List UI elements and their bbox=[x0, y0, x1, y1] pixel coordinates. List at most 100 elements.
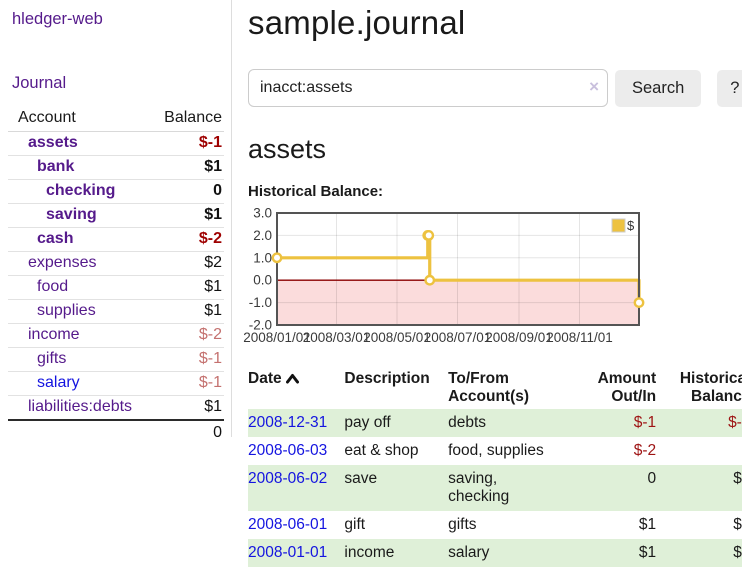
accounts-header-account: Account bbox=[8, 107, 147, 132]
account-balance: $1 bbox=[147, 275, 224, 300]
transactions-header-row: Date Description To/From Account(s) Amou… bbox=[248, 367, 742, 409]
column-header-description: Description bbox=[344, 370, 430, 387]
account-row-food: food $1 bbox=[8, 275, 224, 300]
transaction-accounts: salary bbox=[448, 544, 490, 561]
column-header-date[interactable]: Date bbox=[248, 367, 344, 409]
search-input[interactable] bbox=[248, 69, 608, 107]
svg-text:3.0: 3.0 bbox=[253, 206, 272, 221]
transaction-date-link[interactable]: 2008-06-03 bbox=[248, 442, 328, 459]
svg-text:0.0: 0.0 bbox=[253, 273, 272, 288]
svg-text:-1.0: -1.0 bbox=[249, 295, 272, 310]
chart-background bbox=[277, 213, 639, 325]
account-link-food[interactable]: food bbox=[37, 278, 69, 295]
account-link-expenses[interactable]: expenses bbox=[28, 254, 97, 271]
accounts-table: Account Balance assets $-1 bank $1 check… bbox=[8, 107, 224, 445]
transaction-description: save bbox=[344, 470, 378, 487]
transaction-row: 2008-06-02 save saving, checking 0 $2 bbox=[248, 465, 742, 511]
chart-frame bbox=[276, 212, 640, 326]
account-link-saving[interactable]: saving bbox=[46, 206, 97, 223]
account-balance: 0 bbox=[147, 179, 224, 204]
date-header-label: Date bbox=[248, 370, 282, 387]
main-content: sample.journal × Search ? assets Histori… bbox=[232, 0, 742, 582]
transaction-row: 2008-12-31 pay off debts $-1 $-1 bbox=[248, 409, 742, 437]
account-balance: $1 bbox=[147, 155, 224, 180]
svg-text:2008/09/01: 2008/09/01 bbox=[485, 330, 553, 345]
account-balance: $-1 bbox=[147, 131, 224, 156]
transaction-balance: $-1 bbox=[728, 414, 742, 431]
transaction-description: income bbox=[344, 544, 395, 561]
account-row-gifts: gifts $-1 bbox=[8, 347, 224, 372]
column-header-balance: Historical Balance bbox=[679, 370, 742, 405]
transaction-balance: $2 bbox=[733, 470, 742, 487]
account-link-salary[interactable]: salary bbox=[37, 374, 80, 391]
sort-ascending-icon bbox=[285, 371, 299, 388]
sidebar: hledger-web Journal Account Balance asse… bbox=[0, 0, 232, 582]
transaction-accounts: debts bbox=[448, 414, 486, 431]
transaction-accounts: saving, checking bbox=[448, 470, 510, 505]
account-balance: $1 bbox=[147, 203, 224, 228]
account-balance: $2 bbox=[147, 251, 224, 276]
account-link-liabilities-debts[interactable]: liabilities:debts bbox=[28, 398, 133, 415]
svg-text:2008/03/01: 2008/03/01 bbox=[303, 330, 371, 345]
transaction-row: 2008-06-03 eat & shop food, supplies $-2… bbox=[248, 437, 742, 465]
accounts-total-row: 0 bbox=[8, 419, 224, 445]
svg-text:2008/07/01: 2008/07/01 bbox=[424, 330, 492, 345]
account-link-checking[interactable]: checking bbox=[46, 182, 116, 199]
help-button[interactable]: ? bbox=[717, 69, 742, 107]
sidebar-item-journal[interactable]: Journal bbox=[12, 74, 67, 92]
account-heading: assets bbox=[248, 134, 327, 164]
transaction-accounts: gifts bbox=[448, 516, 477, 533]
transaction-description: gift bbox=[344, 516, 366, 533]
account-balance: $1 bbox=[147, 395, 224, 421]
clear-search-icon[interactable]: × bbox=[589, 77, 599, 96]
transactions-table: Date Description To/From Account(s) Amou… bbox=[248, 367, 742, 567]
chart-canvas: 3.0 2.0 1.0 0.0 -1.0 -2.02008/01/012008/03/01… bbox=[243, 206, 645, 345]
transaction-amount: 0 bbox=[647, 470, 657, 487]
svg-text:2008/01/01: 2008/01/01 bbox=[243, 330, 311, 345]
transaction-accounts: food, supplies bbox=[448, 442, 544, 459]
transaction-date-link[interactable]: 2008-06-01 bbox=[248, 516, 328, 533]
chart-title: Historical Balance: bbox=[248, 183, 384, 200]
svg-text:$: $ bbox=[627, 218, 635, 233]
search-button[interactable]: Search bbox=[615, 69, 702, 107]
account-row-saving: saving $1 bbox=[8, 203, 224, 228]
column-header-amount: Amount Out/In bbox=[597, 370, 657, 405]
account-link-income[interactable]: income bbox=[28, 326, 80, 343]
account-balance: $-1 bbox=[147, 371, 224, 396]
transaction-row: 2008-01-01 income salary $1 $1 bbox=[248, 539, 742, 567]
transaction-date-link[interactable]: 2008-06-02 bbox=[248, 470, 328, 487]
account-row-checking: checking 0 bbox=[8, 179, 224, 204]
page-title: sample.journal bbox=[248, 4, 466, 41]
search-form: × Search ? bbox=[248, 69, 742, 107]
chart-legend: $ bbox=[611, 218, 635, 233]
account-link-cash[interactable]: cash bbox=[37, 230, 74, 247]
account-row-income: income $-2 bbox=[8, 323, 224, 348]
transaction-description: eat & shop bbox=[344, 442, 419, 459]
chart-data-points bbox=[271, 230, 645, 309]
transaction-date-link[interactable]: 2008-01-01 bbox=[248, 544, 328, 561]
account-balance: $-1 bbox=[147, 347, 224, 372]
accounts-header-balance: Balance bbox=[147, 107, 224, 132]
account-link-bank[interactable]: bank bbox=[37, 158, 75, 175]
column-header-tofrom: To/From Account(s) bbox=[448, 370, 530, 405]
transaction-balance: 0 bbox=[658, 437, 742, 465]
account-row-bank: bank $1 bbox=[8, 155, 224, 180]
account-link-supplies[interactable]: supplies bbox=[37, 302, 96, 319]
account-link-assets[interactable]: assets bbox=[28, 134, 78, 151]
transaction-amount: $1 bbox=[638, 516, 657, 533]
transaction-amount: $-1 bbox=[633, 414, 657, 431]
account-link-gifts[interactable]: gifts bbox=[37, 350, 67, 367]
account-balance: $-2 bbox=[147, 227, 224, 252]
chart-axis-labels: 3.0 2.0 1.0 0.0 -1.0 -2.02008/01/012008/03/01… bbox=[243, 206, 613, 346]
transaction-date-link[interactable]: 2008-12-31 bbox=[248, 414, 328, 431]
historical-balance-chart: 3.0 2.0 1.0 0.0 -1.0 -2.0 2008/01/01 2008/03/01… bbox=[243, 206, 728, 351]
transaction-balance: $2 bbox=[733, 516, 742, 533]
svg-text:2008/11/01: 2008/11/01 bbox=[546, 330, 613, 345]
transaction-balance: $1 bbox=[733, 544, 742, 561]
app-brand-link[interactable]: hledger-web bbox=[12, 10, 103, 28]
account-row-expenses: expenses $2 bbox=[8, 251, 224, 276]
svg-text:1.0: 1.0 bbox=[253, 250, 272, 265]
svg-text:-2.0: -2.0 bbox=[249, 318, 272, 333]
svg-text:2008/05/01: 2008/05/01 bbox=[363, 330, 431, 345]
transaction-row: 2008-06-01 gift gifts $1 $2 bbox=[248, 511, 742, 539]
